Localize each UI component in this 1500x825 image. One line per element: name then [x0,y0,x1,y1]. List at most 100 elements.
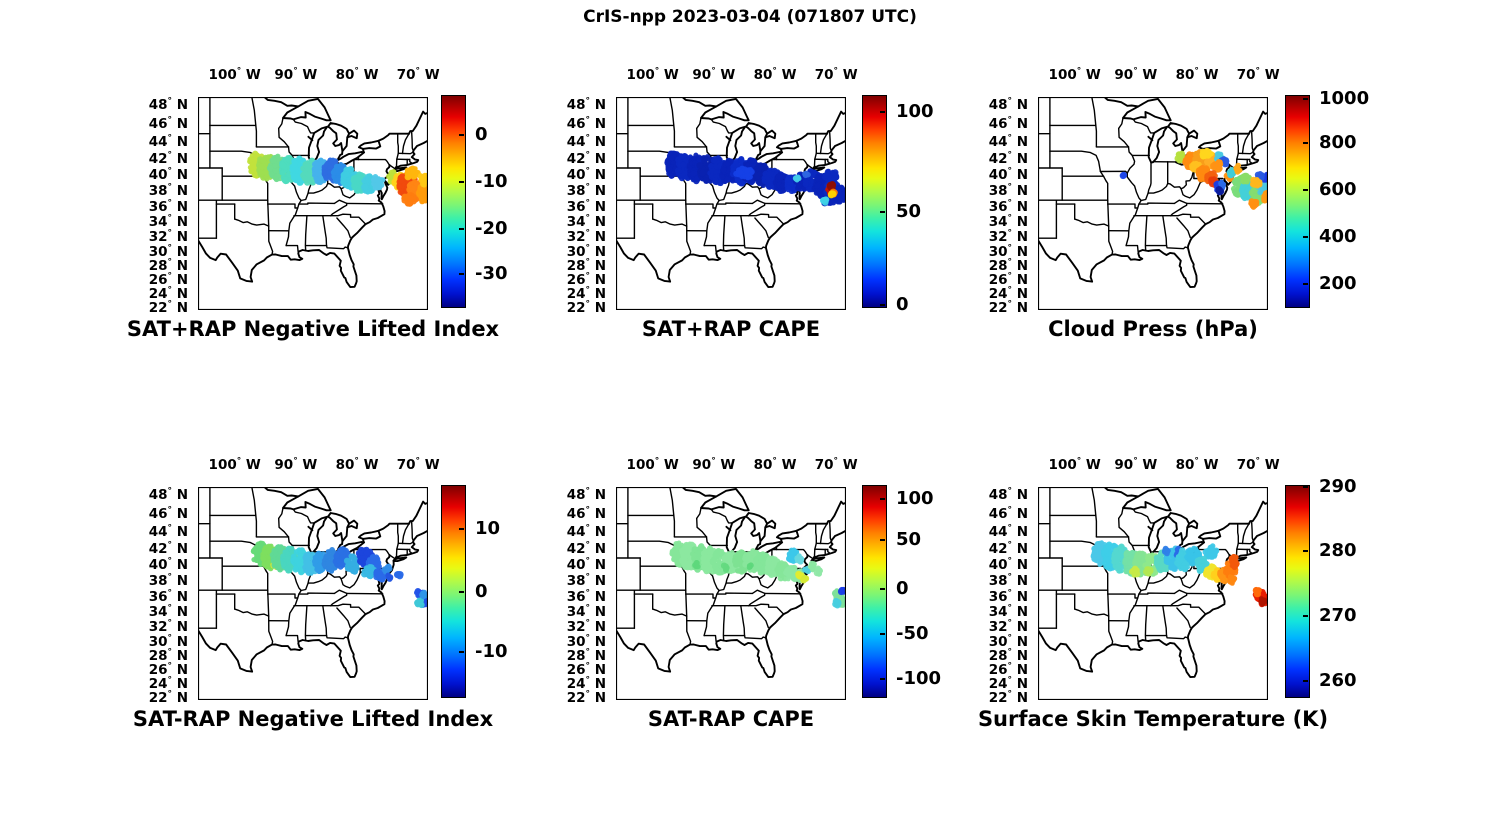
y-tick-label: 44° N [566,133,606,150]
basemap-us-states [616,487,846,679]
y-tick-label: 22° N [988,299,1028,316]
y-tick-label: 22° N [988,689,1028,706]
y-tick-label: 28° N [566,257,606,275]
y-tick-label: 34° N [148,213,188,231]
x-tick-label: 70° W [396,66,440,83]
colorbar-tick-label: 0 [475,580,488,602]
y-tick-label: 40° N [988,556,1028,574]
x-tick-label: 90° W [274,456,318,473]
y-tick-label: 42° N [988,150,1028,167]
y-tick-label: 42° N [148,540,188,557]
y-tick-label: 28° N [566,647,606,665]
y-tick-label: 32° N [988,618,1028,636]
colorbar-tick-mark [1303,486,1308,489]
y-tick-label: 38° N [566,572,606,590]
y-tick-label: 48° N [988,486,1028,504]
y-tick-label: 30° N [566,243,606,260]
y-tick-label: 46° N [566,115,606,132]
map-frame [616,487,846,700]
colorbar-tick-mark [459,651,464,654]
data-swath [1119,148,1267,210]
panel-title: SAT+RAP Negative Lifted Index [126,317,500,341]
colorbar-tick-label: -30 [475,262,508,284]
y-tick-label: 46° N [988,505,1028,522]
x-tick-label: 90° W [692,66,736,83]
colorbar-tick-mark [880,111,885,114]
y-tick-label: 36° N [148,198,188,216]
x-tick-label: 80° W [1175,456,1219,473]
y-tick-label: 22° N [148,689,188,706]
map-cloud-press [1038,97,1268,310]
y-tick-label: 36° N [148,588,188,606]
colorbar-tick-mark [1303,98,1308,101]
data-swath [669,540,845,609]
y-tick-label: 34° N [566,603,606,621]
x-tick-label: 80° W [1175,66,1219,83]
y-tick-label: 34° N [988,213,1028,231]
colorbar-tick-label: 0 [896,293,909,315]
colorbar-tick-mark [1303,235,1308,238]
y-tick-label: 46° N [148,505,188,522]
colorbar-tick-label: 1000 [1319,88,1370,110]
colorbar-jet [862,485,887,698]
y-tick-label: 26° N [566,271,606,289]
panel-title: SAT-RAP Negative Lifted Index [132,707,494,731]
colorbar-jet [1285,95,1310,308]
colorbar-tick-mark [1303,550,1308,553]
map-sat-minus-rap-nli [198,487,428,700]
map-frame [616,97,846,310]
y-tick-label: 38° N [566,182,606,200]
y-tick-label: 34° N [566,213,606,231]
colorbar-tick-mark [459,227,464,230]
y-tick-label: 30° N [148,243,188,260]
map-frame [1038,487,1268,700]
y-tick-label: 30° N [148,633,188,650]
y-tick-label: 40° N [566,556,606,574]
map-frame [198,97,428,310]
colorbar-tick-label: 10 [475,517,501,539]
panel-sat-minus-rap-cape: SAT-RAP CAPE 48° N 46° N 44° N 42° N 40° N 38… [536,441,976,763]
x-tick-label: 100° W [626,66,679,83]
y-tick-label: 32° N [566,618,606,636]
y-tick-label: 34° N [148,603,188,621]
colorbar-tick-label: 200 [1319,272,1357,294]
colorbar-tick-label: 0 [475,124,488,146]
panel-sat-plus-rap-cape: SAT+RAP CAPE 48° N 46° N 44° N 42° N 40° N 38… [536,51,976,373]
colorbar-tick-label: -20 [475,217,508,239]
y-tick-label: 44° N [988,523,1028,540]
colorbar-tick-mark [459,527,464,530]
x-tick-label: 70° W [814,66,858,83]
y-tick-label: 46° N [988,115,1028,132]
y-tick-label: 38° N [148,182,188,200]
panel-cloud-press: Cloud Press (hPa) 48° N 46° N 44° N 42° N 40… [958,51,1398,373]
y-tick-label: 48° N [148,96,188,114]
colorbar-tick-mark [880,303,885,306]
panel-sat-plus-rap-nli: SAT+RAP Negative Lifted Index 48° N 46° N… [118,51,558,373]
y-tick-label: 28° N [988,647,1028,665]
y-tick-label: 26° N [148,271,188,289]
y-tick-label: 32° N [148,618,188,636]
y-tick-label: 40° N [148,556,188,574]
x-tick-label: 100° W [626,456,679,473]
colorbar-tick-mark [1303,282,1308,285]
colorbar-tick-mark [1303,679,1308,682]
x-tick-label: 90° W [274,66,318,83]
panel-title: SAT+RAP CAPE [641,317,821,341]
colorbar-tick-label: 270 [1319,605,1357,627]
basemap-us-states [198,487,428,679]
y-tick-label: 42° N [988,540,1028,557]
colorbar-tick-label: 800 [1319,131,1357,153]
y-tick-label: 26° N [148,661,188,679]
y-tick-label: 48° N [566,96,606,114]
y-tick-label: 42° N [566,150,606,167]
y-tick-label: 42° N [566,540,606,557]
colorbar-tick-mark [459,272,464,275]
data-swath [250,540,427,609]
colorbar-tick-mark [880,497,885,500]
colorbar-tick-label: 600 [1319,178,1357,200]
y-tick-label: 24° N [148,285,188,303]
map-sat-minus-rap-cape [616,487,846,700]
x-tick-label: 70° W [1236,456,1280,473]
colorbar-tick-mark [880,633,885,636]
